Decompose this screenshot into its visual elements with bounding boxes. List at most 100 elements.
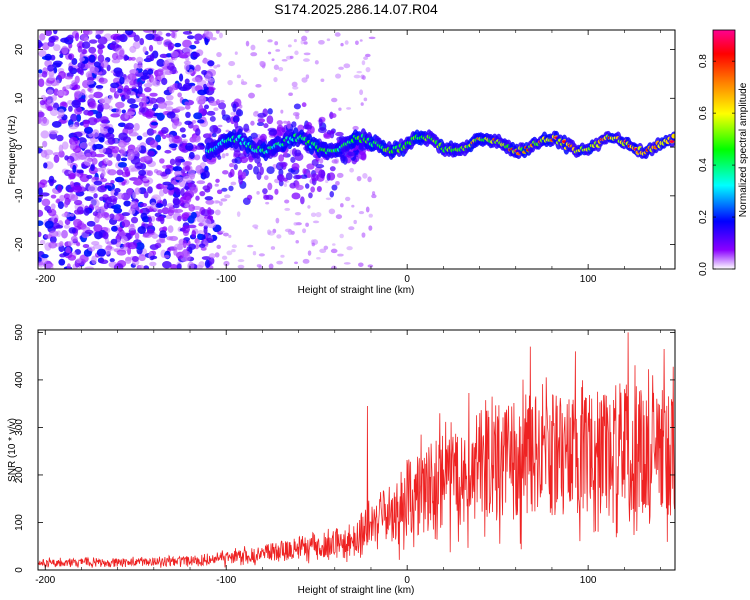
heatmap-cell [169,30,180,33]
heatmap-cell [335,73,342,79]
heatmap-cell [46,95,52,103]
heatmap-cell [323,133,332,139]
heatmap-cell [67,240,73,246]
heatmap-cell [165,32,171,37]
heatmap-cell [145,110,154,119]
heatmap-cell [362,173,368,179]
heatmap-cell [98,77,108,84]
heatmap-cell [38,261,44,266]
heatmap-cell [116,249,127,256]
heatmap-cell [68,136,79,146]
heatmap-cell [299,174,309,179]
heatmap-cell [58,144,64,153]
heatmap-cell [182,31,193,35]
snr-series-line [38,332,675,568]
colorbar-ticks: 0.0 0.2 0.4 0.6 0.8 [698,54,735,276]
heatmap-cell [231,248,236,253]
spectrogram-ytick-label: -20 [14,237,25,252]
heatmap-cell [58,150,65,158]
heatmap-cell [367,264,374,268]
heatmap-cell [224,194,231,199]
heatmap-cell [312,220,320,224]
heatmap-cell [368,225,373,231]
heatmap-cell [175,188,181,196]
heatmap-cell [339,233,344,239]
heatmap-cell [194,40,200,45]
heatmap-cell [128,224,136,231]
heatmap-cell [114,176,125,183]
heatmap-cell [231,244,237,249]
heatmap-cell [351,204,355,208]
heatmap-cell [50,194,57,199]
heatmap-cell [267,39,273,43]
heatmap-cell [218,102,227,110]
heatmap-cell [331,97,338,103]
heatmap-cell [278,154,285,162]
heatmap-cell [348,226,355,231]
snr-ytick-label: 400 [14,371,25,388]
heatmap-cell [194,33,203,41]
heatmap-cell [115,235,121,240]
heatmap-cell [225,116,231,123]
colorbar-tick-label: 0.6 [698,106,709,120]
heatmap-cell [92,211,98,217]
snr-xtick-label: 100 [580,575,597,586]
heatmap-cell [124,256,132,264]
heatmap-cell [124,168,131,177]
heatmap-cell [213,65,218,69]
heatmap-cell [103,201,109,210]
heatmap-cell [208,253,216,259]
heatmap-cell [80,33,89,41]
heatmap-cell [56,134,64,142]
heatmap-cell [152,129,157,134]
heatmap-cell [228,171,233,178]
heatmap-cell [233,163,238,171]
heatmap-cell [84,80,95,85]
heatmap-cell [206,110,216,116]
heatmap-cell [74,32,80,42]
heatmap-cell [230,181,237,186]
heatmap-cell [159,158,165,164]
heatmap-cell [365,66,371,73]
heatmap-cell [291,192,301,200]
heatmap-cell [218,230,225,234]
heatmap-cell [222,170,229,175]
heatmap-cell [281,59,288,62]
heatmap-cell [159,216,165,225]
heatmap-cell [213,107,219,112]
heatmap-cell [173,208,184,213]
heatmap-cell [137,93,146,98]
heatmap-cell [338,66,344,70]
heatmap-cell [166,203,174,208]
heatmap-cell [142,177,149,182]
heatmap-cell [86,220,96,227]
heatmap-cell [176,263,182,269]
heatmap-cell [170,263,178,269]
heatmap-cell [303,58,310,62]
heatmap-cell [259,166,264,176]
heatmap-cell [109,258,115,263]
heatmap-cell [340,42,344,47]
heatmap-cell [329,130,335,135]
spectrogram-ytick-label: 0 [14,144,25,150]
heatmap-cell [126,187,134,196]
snr-panel: -200 -100 0 100 0 100 200 300 400 500 Height of s… [7,324,676,596]
heatmap-cell [72,164,77,173]
heatmap-cell [337,253,344,257]
heatmap-cell [196,180,206,185]
heatmap-cell [292,111,300,117]
heatmap-cell [330,248,338,254]
heatmap-cell [165,106,174,111]
heatmap-cell [198,243,206,248]
heatmap-cell [300,196,305,205]
heatmap-cell [143,265,150,269]
heatmap-cell [173,249,178,256]
heatmap-cell [360,102,364,106]
heatmap-cell [201,256,212,261]
heatmap-cell [111,58,121,64]
heatmap-cell [86,174,93,179]
heatmap-cell [103,157,109,165]
heatmap-cell [203,83,208,89]
heatmap-cell [61,141,69,150]
